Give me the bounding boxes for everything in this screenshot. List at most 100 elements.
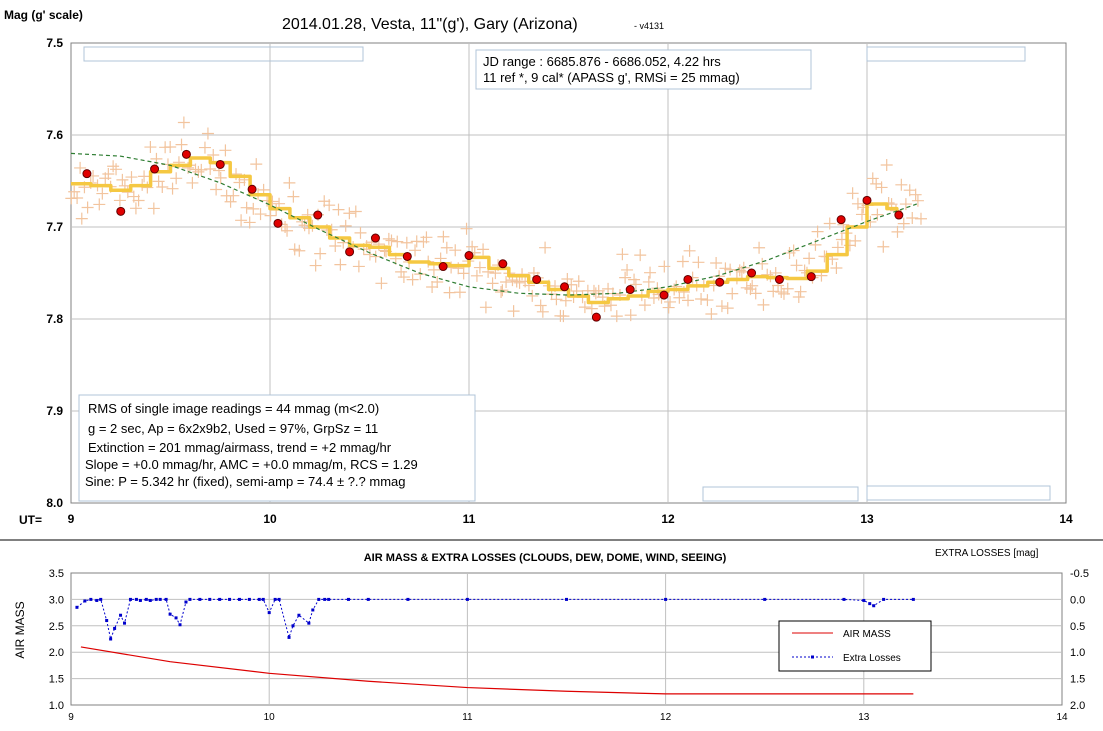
raw-reading-mark (466, 240, 479, 253)
raw-reading-mark (247, 202, 260, 215)
raw-reading-mark (369, 250, 382, 263)
extra-losses-point (311, 608, 315, 612)
extra-losses-point (144, 597, 148, 601)
raw-reading-mark (557, 310, 570, 323)
raw-reading-mark (781, 282, 794, 295)
raw-reading-mark (803, 252, 816, 265)
raw-reading-mark (823, 217, 836, 230)
raw-reading-mark (592, 284, 605, 297)
raw-reading-mark (550, 293, 563, 306)
extra-losses-point (164, 597, 168, 601)
extra-losses-point (128, 597, 132, 601)
sine-fit-line (70, 152, 917, 296)
raw-reading-mark (240, 201, 253, 214)
stats-box-line: g = 2 sec, Ap = 6x2x9b2, Used = 97%, Grp… (88, 421, 378, 436)
legend-placeholder-box (702, 486, 859, 502)
group-mean-point (370, 233, 380, 243)
axis-tick-labels: 9 10 11 12 13 14 7.5 7.6 7.7 7.8 7.9 8.0 (46, 36, 1073, 526)
raw-reading-mark (629, 278, 642, 291)
raw-reading-mark (443, 286, 456, 299)
y-axis-label: Mag (g' scale) (4, 8, 83, 22)
raw-reading-mark (75, 212, 88, 225)
extra-losses-point (158, 597, 162, 601)
raw-reading-mark (334, 258, 347, 271)
extra-losses-point (99, 597, 103, 601)
group-mean-point (591, 312, 601, 322)
x-tick-label: 9 (68, 712, 74, 723)
legend: AIR MASS Extra Losses (778, 620, 932, 672)
raw-reading-mark (849, 234, 862, 247)
raw-reading-mark (164, 141, 177, 154)
raw-reading-mark (113, 194, 126, 207)
extra-losses-point (237, 597, 241, 601)
raw-reading-mark (409, 244, 422, 257)
raw-reading-mark (406, 273, 419, 286)
group-means-layer (82, 149, 904, 322)
extra-losses-point (261, 597, 265, 601)
group-mean-point (438, 262, 448, 272)
group-mean-point (659, 290, 669, 300)
raw-reading-mark (414, 268, 427, 281)
raw-reading-mark (831, 241, 844, 254)
raw-reading-mark (628, 273, 641, 286)
group-mean-point (116, 206, 126, 216)
extra-losses-point (123, 621, 127, 625)
raw-reading-mark (170, 172, 183, 185)
extra-losses-point (307, 621, 311, 625)
raw-reading-mark (539, 241, 552, 254)
raw-reading-mark (309, 259, 322, 272)
raw-reading-mark (880, 159, 893, 172)
y-tick-label: 3.5 (49, 568, 64, 580)
raw-reading-mark (332, 203, 345, 216)
x-tick-label: 12 (660, 712, 672, 723)
raw-reading-mark (195, 163, 208, 176)
raw-reading-mark (116, 173, 129, 186)
raw-reading-mark (619, 271, 632, 284)
group-mean-point (715, 277, 725, 287)
raw-reading-mark (141, 181, 154, 194)
raw-reading-mark (572, 275, 585, 288)
raw-reading-mark (756, 257, 769, 270)
extra-losses-point (148, 598, 152, 602)
extra-losses-point (138, 598, 142, 602)
y-tick-label: 7.5 (46, 36, 63, 50)
raw-reading-mark (233, 176, 246, 189)
info-box-line: JD range : 6685.876 - 6686.052, 4.22 hrs (483, 54, 721, 69)
raw-reading-mark (427, 263, 440, 276)
raw-reading-mark (906, 212, 919, 225)
legend-placeholder-box (866, 485, 1051, 501)
airmass-chart: AIR MASS & EXTRA LOSSES (CLOUDS, DEW, DO… (13, 548, 1089, 723)
x-tick-label: 14 (1056, 712, 1068, 723)
extra-losses-point (406, 597, 410, 601)
group-mean-point (273, 218, 283, 228)
extra-losses-point (327, 597, 331, 601)
raw-reading-mark (254, 208, 267, 221)
raw-reading-mark (705, 307, 718, 320)
extra-losses-point (291, 624, 295, 628)
raw-reading-mark (198, 141, 211, 154)
raw-reading-mark (496, 284, 509, 297)
info-box: JD range : 6685.876 - 6686.052, 4.22 hrs… (475, 49, 812, 90)
y2-tick-label: 1.5 (1070, 674, 1085, 686)
raw-reading-mark (634, 249, 647, 262)
group-mean-point (498, 259, 508, 269)
raw-reading-mark (81, 201, 94, 214)
raw-reading-mark (911, 194, 924, 207)
raw-reading-mark (219, 144, 232, 157)
group-mean-point (560, 282, 570, 292)
raw-reading-mark (746, 279, 759, 292)
raw-reading-mark (710, 256, 723, 269)
x-tick-label: 13 (860, 512, 874, 526)
raw-reading-mark (71, 191, 84, 204)
chart-title: 2014.01.28, Vesta, 11"(g'), Gary (Arizon… (282, 16, 578, 33)
raw-reading-mark (753, 241, 766, 254)
raw-reading-mark (899, 198, 912, 211)
raw-reading-mark (726, 287, 739, 300)
raw-reading-mark (385, 234, 398, 247)
raw-reading-mark (513, 276, 526, 289)
extra-losses-point (168, 612, 172, 616)
extra-losses-point (95, 598, 99, 602)
raw-reading-mark (420, 231, 433, 244)
group-mean-point (747, 268, 757, 278)
